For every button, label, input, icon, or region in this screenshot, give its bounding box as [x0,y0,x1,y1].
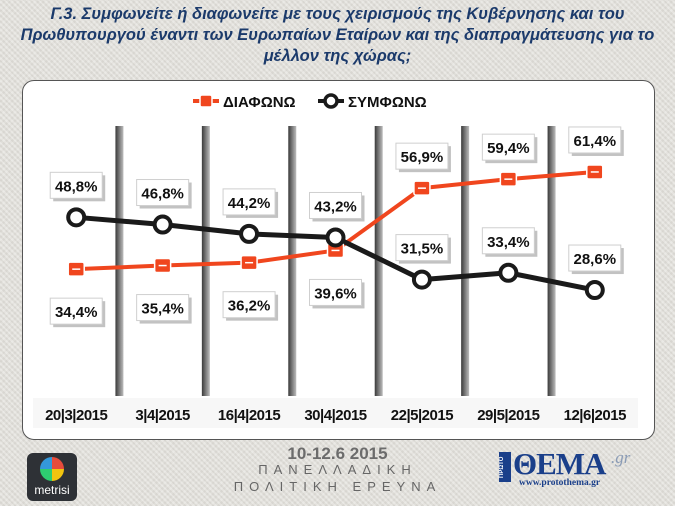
data-label-agree-box [309,191,362,219]
brand-suffix: .gr [611,448,631,467]
data-label-agree: 46,8% [141,186,184,203]
legend-label-agree: ΣΥΜΦΩΝΩ [348,94,427,111]
column-divider [201,126,210,396]
survey-date: 10-12.6 2015 [287,444,388,463]
data-label-agree-box [136,179,190,207]
survey-type-line-2: ΠΟΛΙΤΙΚΗ ΕΡΕΥΝΑ [233,479,442,494]
x-tick-label: 3|4|2015 [135,407,190,424]
data-label-agree: 44,2% [228,195,271,212]
title-line-2: Πρωθυπουργού έναντι των Ευρωπαίων Εταίρω… [20,26,655,44]
column-divider [115,126,124,396]
column-divider [547,126,556,396]
x-tick-label: 12|6|2015 [564,407,626,424]
x-axis-band [33,398,638,428]
x-tick-label: 29|5|2015 [477,407,539,424]
data-label-disagree-box [222,291,276,319]
data-label-disagree: 59,4% [487,140,530,157]
chart-panel: ΔΙΑΦΩΝΩ ΣΥΜΦΩΝΩ 34,4% 35,4% 36,2% 39,6% 56,9% 5… [22,80,655,440]
data-label-disagree: 61,4% [574,133,617,150]
data-label-disagree: 35,4% [141,301,184,318]
data-label-agree: 31,5% [401,241,444,258]
data-point-agree [152,214,173,235]
data-point-agree [498,262,519,283]
brand-url: www.protothema.gr [519,478,601,488]
column-divider [461,126,470,396]
data-label-agree-box [222,188,276,216]
data-label-disagree-box [395,142,449,170]
brand-prefix: ΠΡΩΤΟ [499,452,511,482]
data-label-disagree: 56,9% [401,149,444,166]
chart-title: Γ.3. Συμφωνείτε ή διαφωνείτε με τους χει… [0,4,675,67]
metrisi-logo-text: metrisi [34,483,70,497]
data-label-disagree: 36,2% [228,298,271,315]
column-divider [288,126,297,396]
legend-label-disagree: ΔΙΑΦΩΝΩ [223,94,296,111]
x-tick-label: 22|5|2015 [391,407,453,424]
data-label-agree-box [49,171,103,199]
metrisi-logo-icon [40,457,64,481]
data-label-disagree-box [136,294,190,322]
data-label-agree-box [568,244,622,272]
data-label-agree: 33,4% [487,234,530,251]
data-label-disagree: 34,4% [55,304,98,321]
legend-marker-disagree [199,94,213,108]
data-label-disagree-box [49,297,103,325]
title-line-1: Γ.3. Συμφωνείτε ή διαφωνείτε με τους χει… [50,5,625,23]
protothema-logo: ΠΡΩΤΟ ΘΕΜΑ .gr www.protothema.gr [499,446,631,490]
title-line-3: μέλλον της χώρας; [263,47,412,65]
data-point-agree [66,207,87,228]
data-label-disagree: 39,6% [314,285,357,302]
data-point-agree [325,227,346,248]
line-chart: ΔΙΑΦΩΝΩ ΣΥΜΦΩΝΩ 34,4% 35,4% 36,2% 39,6% 56,9% 5… [33,93,638,428]
survey-type-line-1: ΠΑΝΕΛΛΑΔΙΚΗ [258,462,417,477]
data-label-agree-box [481,227,535,255]
x-tick-label: 16|4|2015 [218,407,280,424]
data-label-disagree-box [481,133,535,161]
data-label-agree-box [395,234,449,262]
x-tick-label: 30|4|2015 [304,407,366,424]
data-point-agree [411,269,432,290]
data-label-agree: 28,6% [574,251,617,268]
data-label-agree: 43,2% [314,198,357,215]
data-label-disagree-box [568,126,622,154]
metrisi-logo: metrisi [27,453,77,501]
data-point-agree [239,223,260,244]
brand-main: ΘΕΜΑ [513,446,606,481]
data-label-disagree-box [309,278,362,306]
data-point-agree [584,280,605,301]
legend-marker-agree [323,93,339,109]
data-label-agree: 48,8% [55,178,98,195]
x-tick-label: 20|3|2015 [45,407,107,424]
